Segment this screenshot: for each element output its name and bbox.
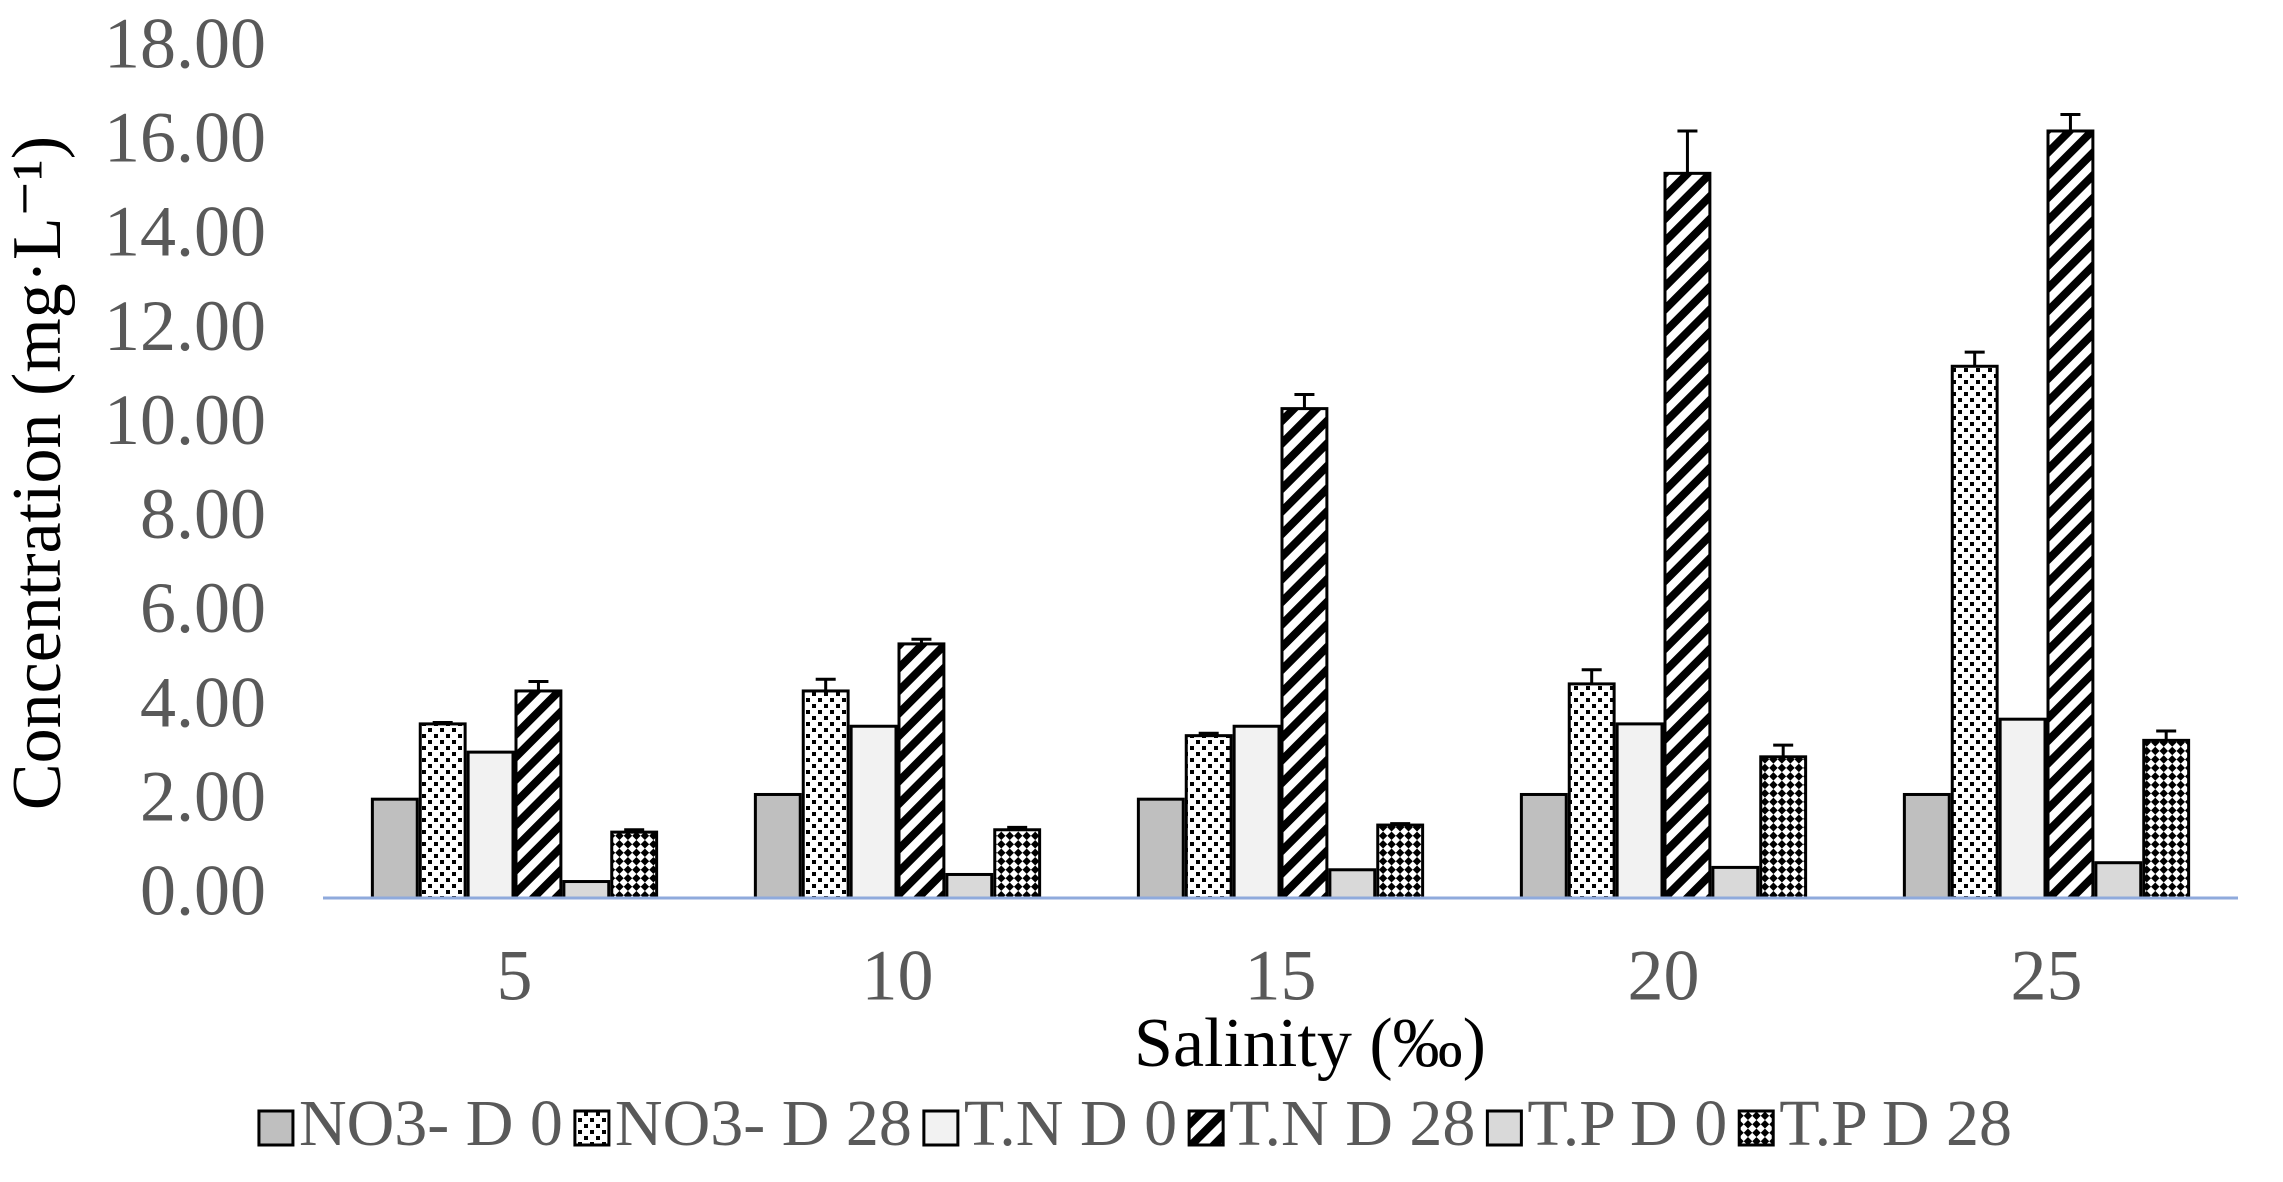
bar: [2094, 861, 2143, 900]
bar: [1998, 717, 2047, 900]
bar: [945, 872, 994, 900]
bar: [418, 722, 467, 900]
bar: [514, 689, 563, 900]
y-tick-label: 2.00: [140, 756, 266, 836]
bar: [1519, 792, 1568, 900]
y-tick-label: 6.00: [140, 568, 266, 648]
legend-swatch: [1187, 1109, 1225, 1147]
bar: [1950, 364, 1999, 900]
bar: [1711, 865, 1760, 900]
x-tick-label: 10: [862, 936, 934, 1016]
error-bar: [911, 637, 932, 644]
legend-label: T.N D 0: [964, 1087, 1177, 1160]
legend-label: T.P D 28: [1779, 1087, 2012, 1160]
bar: [993, 828, 1042, 900]
error-bar: [2060, 113, 2081, 131]
error-bar: [815, 677, 836, 691]
y-tick-label: 14.00: [104, 192, 266, 272]
error-bar: [1964, 350, 1985, 367]
error-bar: [1581, 668, 1602, 684]
bar: [562, 880, 611, 900]
error-bar: [1007, 825, 1028, 830]
bar: [849, 724, 898, 900]
bar: [1615, 722, 1664, 900]
bar: [1280, 407, 1329, 900]
legend-label: T.N D 28: [1229, 1087, 1475, 1160]
bar: [801, 689, 850, 900]
x-tick-label: 5: [497, 936, 533, 1016]
y-tick-label: 0.00: [140, 851, 266, 931]
bar: [1663, 171, 1712, 900]
error-bar: [1294, 393, 1315, 409]
bar: [1902, 792, 1951, 900]
error-bar: [1390, 822, 1411, 826]
error-bar: [2156, 729, 2177, 741]
error-bar: [528, 680, 549, 691]
error-bar: [1773, 743, 1794, 757]
y-tick-label: 8.00: [140, 474, 266, 554]
bar: [753, 792, 802, 900]
error-bar: [1198, 731, 1219, 736]
legend-label: NO3- D 28: [615, 1087, 912, 1160]
bar: [1759, 755, 1808, 900]
legend-label: T.P D 0: [1527, 1087, 1727, 1160]
bar: [2142, 738, 2191, 900]
bar: [1567, 682, 1616, 900]
bar: [1376, 823, 1425, 900]
bar: [466, 750, 515, 900]
y-tick-label: 10.00: [104, 380, 266, 460]
bar: [1136, 797, 1185, 900]
legend-swatch: [922, 1109, 960, 1147]
legend-swatch: [1737, 1109, 1775, 1147]
y-tick-label: 16.00: [104, 98, 266, 178]
legend-label: NO3- D 0: [299, 1087, 563, 1160]
bar: [2046, 129, 2095, 900]
bar: [1232, 724, 1281, 900]
error-bar: [432, 720, 453, 724]
error-bar: [1677, 129, 1698, 174]
error-bar: [624, 828, 645, 833]
legend-swatch: [257, 1109, 295, 1147]
bar: [370, 797, 419, 900]
legend-swatch: [1485, 1109, 1523, 1147]
x-tick-label: 15: [1245, 936, 1317, 1016]
x-tick-label: 25: [2011, 936, 2083, 1016]
x-axis-label: Salinity (‰): [1134, 1005, 1486, 1082]
bar: [1184, 734, 1233, 900]
y-tick-label: 12.00: [104, 286, 266, 366]
bar: [610, 830, 659, 900]
bar: [1328, 868, 1377, 900]
y-tick-label: 4.00: [140, 662, 266, 742]
y-tick-label: 18.00: [104, 4, 266, 84]
x-tick-label: 20: [1628, 936, 1700, 1016]
y-axis-label: Concentration (mg·L⁻¹): [0, 136, 76, 810]
bar: [897, 642, 946, 900]
legend-swatch: [573, 1109, 611, 1147]
